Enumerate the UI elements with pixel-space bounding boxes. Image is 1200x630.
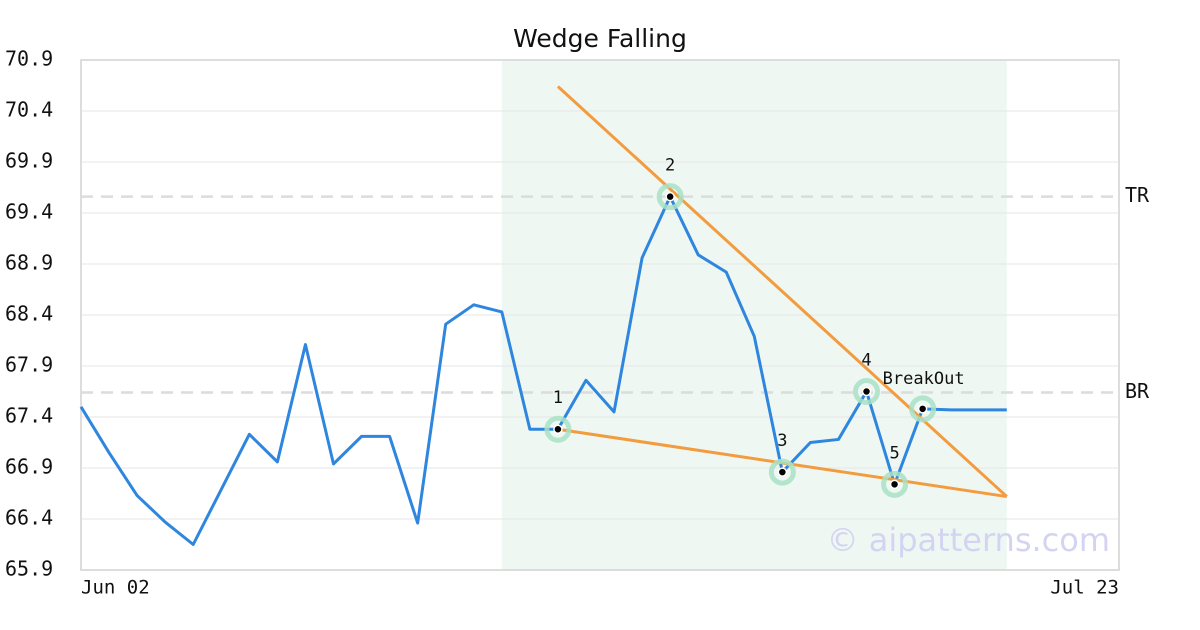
y-tick-label: 69.4: [5, 200, 53, 224]
pattern-label: 5: [889, 443, 899, 463]
pattern-halo: [881, 470, 909, 498]
x-tick-label: Jul 23: [1050, 577, 1119, 599]
y-tick-label: 66.9: [5, 455, 53, 479]
pattern-halo: [656, 183, 684, 211]
pattern-halo: [909, 395, 937, 423]
trend-line: [556, 85, 1008, 498]
pattern-point: [553, 424, 563, 434]
plot-frame: [80, 59, 1120, 571]
y-tick-label: 67.4: [5, 404, 53, 428]
pattern-label: 1: [553, 388, 563, 408]
y-tick-label: 65.9: [5, 557, 53, 581]
pattern-halo: [544, 415, 572, 443]
y-tick-label: 66.4: [5, 506, 53, 530]
y-tick-label: 67.9: [5, 353, 53, 377]
pattern-label: BreakOut: [883, 369, 965, 389]
pattern-point: [917, 404, 928, 414]
pattern-label: 4: [861, 351, 871, 371]
y-tick-label: 70.9: [5, 47, 53, 71]
x-tick-label: Jun 02: [81, 577, 150, 599]
y-tick-label: 68.4: [5, 302, 53, 326]
y-tick-label: 68.9: [5, 251, 53, 275]
pattern-point: [861, 386, 872, 397]
chart-title: Wedge Falling: [513, 24, 687, 53]
y-tick-label: 70.4: [5, 98, 53, 122]
pattern-label: 3: [777, 431, 787, 451]
watermark: © aipatterns.com: [827, 521, 1110, 559]
pattern-halo: [768, 458, 796, 486]
pattern-halo: [853, 378, 881, 405]
pattern-point: [777, 467, 788, 477]
price-line: [79, 195, 1007, 546]
pattern-label: 2: [665, 156, 675, 176]
pattern-point: [665, 191, 675, 202]
reference-label: BR: [1125, 379, 1150, 403]
pattern-point: [889, 479, 900, 490]
reference-label: TR: [1125, 183, 1150, 207]
y-tick-label: 69.9: [5, 149, 53, 173]
